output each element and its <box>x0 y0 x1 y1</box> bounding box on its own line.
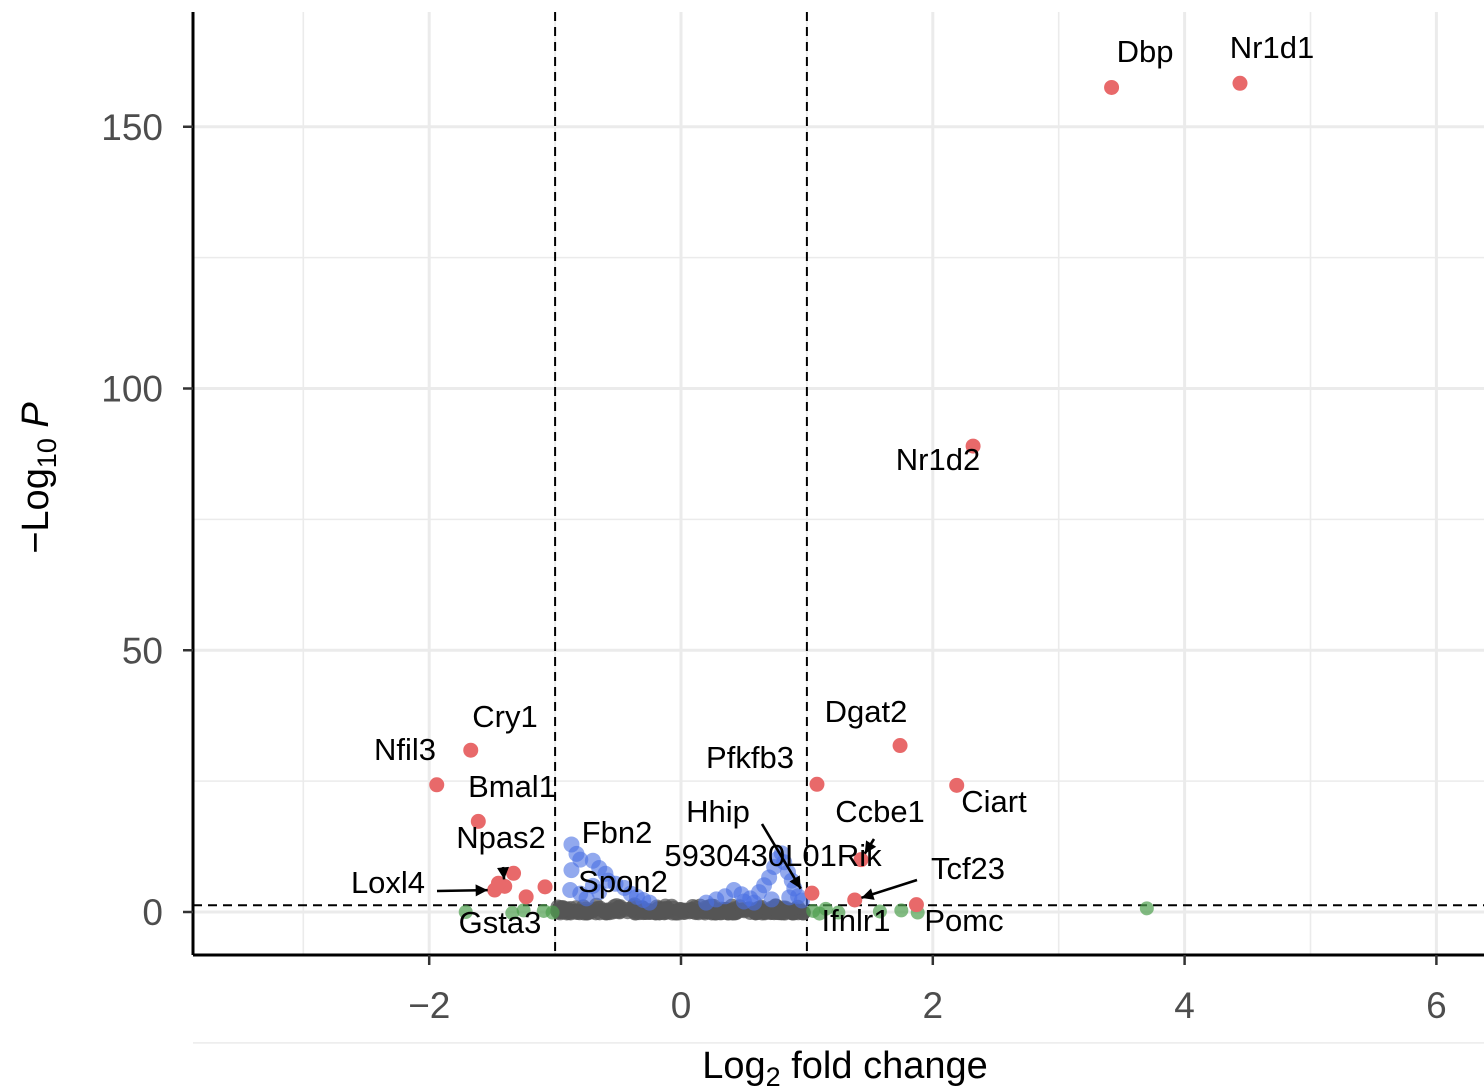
gene-label-dbp: Dbp <box>1117 34 1174 69</box>
point-fc-only <box>458 905 473 919</box>
point-significant <box>490 875 506 891</box>
gene-label-dgat2: Dgat2 <box>825 694 908 729</box>
point-p-only <box>563 862 580 879</box>
x-tick-label: −2 <box>408 985 450 1026</box>
axis-ticks: −2 0 2 4 6 0 50 100 150 <box>101 107 1446 1026</box>
point-significant <box>965 438 981 454</box>
x-tick-label: 2 <box>923 985 944 1026</box>
gene-label-npas2: Npas2 <box>456 820 546 855</box>
point-significant <box>908 897 924 913</box>
point-significant <box>847 892 863 908</box>
x-tick-label: 0 <box>671 985 692 1026</box>
point-significant <box>853 852 869 868</box>
label-arrow-head <box>497 866 510 880</box>
x-tick-label: 6 <box>1426 985 1447 1026</box>
point-p-only <box>763 891 780 908</box>
label-arrow-head <box>861 888 875 900</box>
point-ns <box>659 902 675 918</box>
x-axis-title: Log2 fold change <box>702 1045 988 1091</box>
point-fc-only <box>516 903 531 918</box>
y-tick-label: 100 <box>101 369 163 410</box>
point-significant <box>892 738 908 754</box>
label-arrows <box>436 823 918 900</box>
y-tick-label: 50 <box>122 630 163 671</box>
point-significant <box>429 777 445 793</box>
label-arrow <box>760 823 802 890</box>
point-significant <box>537 879 553 895</box>
gene-label-ccbe1: Ccbe1 <box>835 794 925 829</box>
gene-label-5930430l01rik: 5930430L01Rik <box>664 838 882 873</box>
point-fc-only <box>894 903 909 918</box>
point-significant <box>506 865 522 881</box>
point-p-only <box>591 884 608 901</box>
point-significant <box>518 889 534 905</box>
cutoff-lines <box>193 12 1484 955</box>
point-p-only <box>572 851 589 868</box>
point-fc-only <box>505 906 520 921</box>
gene-label-cry1: Cry1 <box>472 699 537 734</box>
label-arrow-head <box>789 875 801 889</box>
point-p-only <box>781 889 798 906</box>
gene-label-ifnlr1: Ifnlr1 <box>822 903 891 938</box>
point-p-only <box>735 893 752 910</box>
gene-label-hhip: Hhip <box>686 794 750 829</box>
gene-label-fbn2: Fbn2 <box>582 815 653 850</box>
y-axis-title: −Log10 P <box>15 402 62 554</box>
point-fc-only <box>812 906 827 921</box>
point-ns <box>720 905 736 921</box>
point-significant <box>470 813 486 829</box>
y-tick-label: 0 <box>142 892 163 933</box>
point-fc-only <box>1139 901 1154 916</box>
point-p-only <box>641 894 658 911</box>
gene-labels: Dbp Nr1d1 Nr1d2 Cry1 Nfil3 Bmal1 Npas2 Fbn2 Loxl… <box>351 30 1314 940</box>
gene-label-nr1d1: Nr1d1 <box>1230 30 1314 65</box>
gene-label-tcf23: Tcf23 <box>931 851 1005 886</box>
gene-label-gsta3: Gsta3 <box>459 905 542 940</box>
gene-label-nfil3: Nfil3 <box>374 732 436 767</box>
point-significant <box>804 885 820 901</box>
label-arrow-head <box>864 840 877 854</box>
x-tick-label: 4 <box>1174 985 1195 1026</box>
gene-label-pfkfb3: Pfkfb3 <box>706 740 794 775</box>
point-ns <box>579 904 595 920</box>
gene-label-spon2: Spon2 <box>578 864 668 899</box>
point-fc-only <box>831 905 846 920</box>
gene-label-loxl4: Loxl4 <box>351 865 425 900</box>
gene-label-pomc: Pomc <box>924 903 1003 938</box>
y-tick-label: 150 <box>101 107 163 148</box>
point-ns <box>685 898 701 914</box>
gene-label-ciart: Ciart <box>961 784 1027 819</box>
label-arrow-head <box>475 884 488 897</box>
point-ns <box>623 901 639 917</box>
point-significant <box>809 776 825 792</box>
axes <box>191 12 1484 957</box>
point-ns <box>609 898 625 914</box>
gene-label-bmal1: Bmal1 <box>468 769 556 804</box>
gene-label-nr1d2: Nr1d2 <box>896 442 980 477</box>
point-significant <box>463 742 479 758</box>
grid-lines <box>193 12 1484 1044</box>
point-ns <box>776 905 792 921</box>
point-significant <box>1232 75 1248 91</box>
point-significant <box>1104 79 1120 95</box>
point-fc-only <box>872 904 887 919</box>
data-points <box>429 75 1248 921</box>
point-significant <box>949 777 965 793</box>
point-fc-only <box>545 905 560 920</box>
point-p-only <box>578 890 595 907</box>
